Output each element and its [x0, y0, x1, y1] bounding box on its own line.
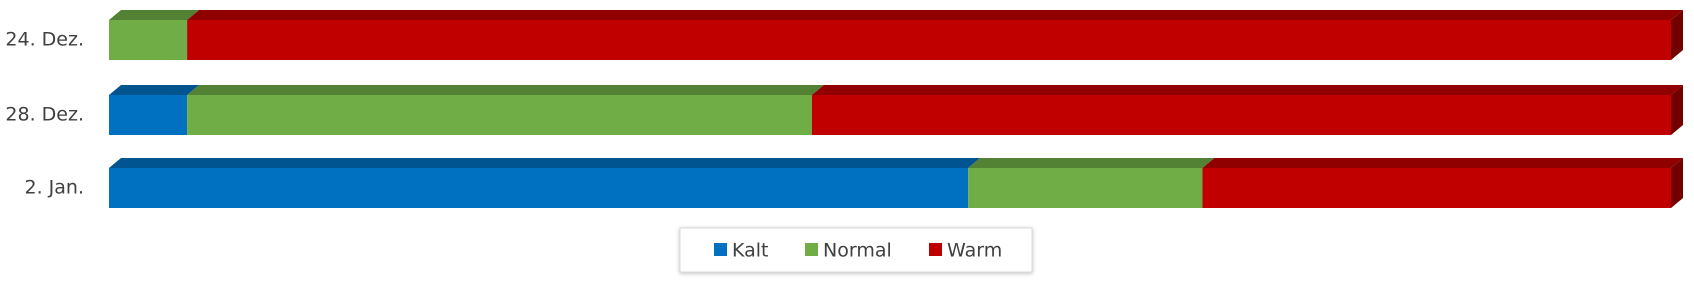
bar — [109, 95, 188, 135]
legend-swatch — [805, 243, 818, 256]
y-tick-label: 28. Dez. — [5, 104, 84, 126]
legend-label: Kalt — [732, 240, 769, 262]
legend-label: Warm — [947, 240, 1002, 262]
bar-top-face — [109, 158, 981, 168]
bar-top-face — [968, 158, 1215, 168]
legend-box — [679, 227, 1033, 273]
bar-top-face — [1202, 158, 1683, 168]
legend-swatch — [714, 243, 727, 256]
bar — [187, 20, 1672, 60]
bar-top-face — [109, 85, 200, 95]
bar-top-face — [109, 10, 200, 20]
legend-label: Normal — [823, 240, 892, 262]
y-tick-label: 24. Dez. — [5, 29, 84, 51]
bar — [811, 95, 1671, 135]
legend-swatch — [929, 243, 942, 256]
bar-top-face — [811, 85, 1683, 95]
bar-top-face — [187, 85, 824, 95]
bar-side-face — [1671, 10, 1683, 60]
bar-side-face — [1671, 158, 1683, 208]
bar — [109, 20, 188, 60]
bar — [968, 168, 1203, 208]
bar — [109, 168, 969, 208]
bar-side-face — [1671, 85, 1683, 135]
bar-top-face — [187, 10, 1684, 20]
bar — [187, 95, 812, 135]
bar — [1202, 168, 1671, 208]
y-tick-label: 2. Jan. — [25, 177, 85, 199]
